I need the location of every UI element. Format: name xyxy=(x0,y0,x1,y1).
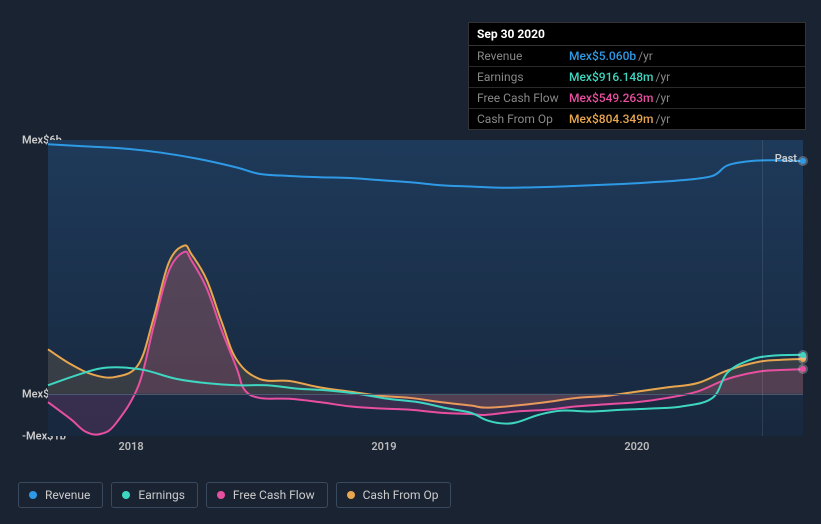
series-line xyxy=(48,144,803,188)
legend-label: Revenue xyxy=(45,488,90,502)
series-endpoint xyxy=(800,352,806,358)
legend-label: Cash From Op xyxy=(363,488,439,502)
tooltip-metric-value: Mex$916.148m xyxy=(569,70,654,84)
legend-dot xyxy=(217,491,225,499)
x-axis-label: 2020 xyxy=(624,440,649,453)
plot-area[interactable]: Past xyxy=(48,140,803,436)
tooltip-metric-label: Cash From Op xyxy=(477,112,569,126)
legend: Revenue Earnings Free Cash Flow Cash From O… xyxy=(18,482,451,508)
tooltip-date: Sep 30 2020 xyxy=(469,23,805,46)
financial-chart: Mex$6bMex$0-Mex$1b Past 201820192020 xyxy=(18,120,803,460)
series-fill xyxy=(48,252,803,435)
tooltip-metric-unit: /yr xyxy=(656,91,671,105)
legend-label: Earnings xyxy=(138,488,185,502)
past-label: Past xyxy=(775,152,797,165)
tooltip-row: RevenueMex$5.060b/yr xyxy=(469,46,805,67)
tooltip-row: Free Cash FlowMex$549.263m/yr xyxy=(469,88,805,109)
tooltip-metric-unit: /yr xyxy=(638,49,653,63)
tooltip-row: EarningsMex$916.148m/yr xyxy=(469,67,805,88)
tooltip-metric-value: Mex$549.263m xyxy=(569,91,654,105)
tooltip-metric-label: Revenue xyxy=(477,49,569,63)
x-axis-label: 2018 xyxy=(118,440,143,453)
legend-dot xyxy=(122,491,130,499)
legend-dot xyxy=(29,491,37,499)
legend-label: Free Cash Flow xyxy=(233,488,315,502)
x-axis-label: 2019 xyxy=(371,440,396,453)
legend-item[interactable]: Earnings xyxy=(111,482,198,508)
tooltip-metric-unit: /yr xyxy=(656,112,671,126)
series-endpoint xyxy=(800,366,806,372)
legend-item[interactable]: Free Cash Flow xyxy=(206,482,328,508)
tooltip-metric-label: Free Cash Flow xyxy=(477,91,569,105)
tooltip-metric-label: Earnings xyxy=(477,70,569,84)
legend-item[interactable]: Revenue xyxy=(18,482,103,508)
data-tooltip: Sep 30 2020 RevenueMex$5.060b/yrEarnings… xyxy=(468,22,806,130)
zero-gridline xyxy=(48,394,803,395)
legend-dot xyxy=(347,491,355,499)
legend-item[interactable]: Cash From Op xyxy=(336,482,452,508)
series-endpoint xyxy=(800,158,806,164)
tooltip-metric-value: Mex$804.349m xyxy=(569,112,654,126)
tooltip-row: Cash From OpMex$804.349m/yr xyxy=(469,109,805,129)
tooltip-metric-value: Mex$5.060b xyxy=(569,49,636,63)
tooltip-vline xyxy=(762,140,763,436)
tooltip-metric-unit: /yr xyxy=(656,70,671,84)
